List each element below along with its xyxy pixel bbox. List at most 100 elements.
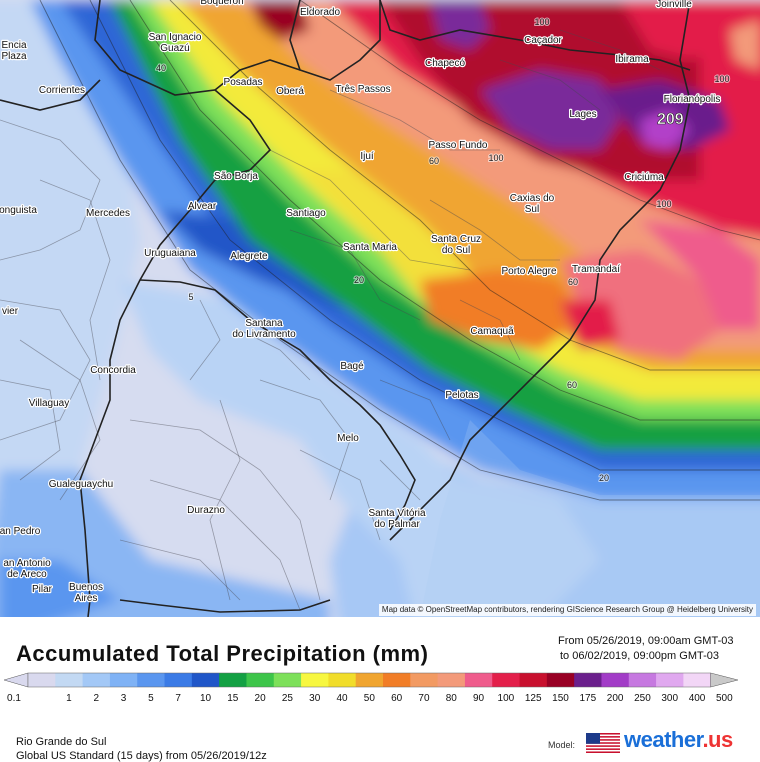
scale-swatch (519, 673, 548, 687)
scale-swatch (328, 673, 357, 687)
city-label: Pelotas (445, 390, 478, 401)
scale-swatch (437, 673, 466, 687)
precipitation-map[interactable]: 40 60 100 100 100 20 5 60 60 20 100 Boqueron Eldora… (0, 0, 760, 617)
city-label: Encia (1, 40, 26, 51)
scale-tick-label: 100 (498, 693, 515, 704)
city-label: Mercedes (86, 208, 130, 219)
date-range: From 05/26/2019, 09:00am GMT-03 to 06/02… (558, 634, 733, 664)
scale-swatch (28, 673, 56, 687)
weather-us-logo[interactable]: weather.us (624, 727, 733, 753)
scale-swatch (683, 673, 712, 687)
scale-swatch (628, 673, 657, 687)
color-scale-bar: 0.1 1 2 3 5 7 10 15 20 25 30 40 50 60 70 80 90 100 125 150 1… (3, 672, 739, 704)
city-label: Eldorado (300, 7, 340, 18)
scale-tick-label: 0.1 (7, 693, 21, 704)
scale-swatch (355, 673, 384, 687)
scale-tick-label: 175 (579, 693, 596, 704)
scale-swatch (82, 673, 111, 687)
date-from: From 05/26/2019, 09:00am GMT-03 (558, 635, 734, 647)
precipitation-shading (0, 0, 760, 617)
contour-value-label: 60 (568, 277, 578, 287)
scale-tick-label: 50 (364, 693, 376, 704)
city-label: Melo (337, 433, 359, 444)
scale-tick-label: 20 (255, 693, 267, 704)
city-label: Sul (525, 204, 539, 215)
scale-tick-label: 90 (473, 693, 485, 704)
contour-labels: 40 60 100 100 100 20 5 60 60 20 100 (155, 16, 731, 484)
model-info: Global US Standard (15 days) from 05/26/… (16, 750, 267, 762)
scale-tick-label: 40 (336, 693, 348, 704)
city-label: Santana (245, 318, 283, 329)
contour-value-label: 100 (656, 199, 671, 209)
scale-swatch (246, 673, 275, 687)
scale-swatch (574, 673, 602, 687)
date-to: to 06/02/2019, 09:00pm GMT-03 (560, 650, 719, 662)
city-label: vier (2, 306, 19, 317)
scale-tick-label: 15 (227, 693, 239, 704)
contour-value-label: 100 (714, 74, 729, 84)
city-label: Santa Maria (343, 242, 397, 253)
city-label: Alegrete (230, 251, 268, 262)
model-label: Model: (548, 740, 576, 750)
scale-tick-label: 80 (446, 693, 458, 704)
scale-swatch (164, 673, 193, 687)
map-title: Accumulated Total Precipitation (mm) (16, 641, 429, 666)
us-flag-icon (586, 733, 620, 753)
scale-swatch (55, 673, 84, 687)
city-label: Ibirama (615, 54, 649, 65)
city-label: Boqueron (200, 0, 243, 7)
scale-swatch (710, 672, 739, 688)
city-label: Santiago (286, 208, 326, 219)
scale-swatch (492, 673, 521, 687)
scale-tick-label: 60 (391, 693, 403, 704)
scale-swatch (546, 673, 575, 687)
logo-text: weather (624, 727, 703, 752)
scale-tick-label: 5 (148, 693, 154, 704)
city-label: Joinville (656, 0, 692, 10)
map-attribution: Map data © OpenStreetMap contributors, r… (378, 604, 756, 616)
contour-value-label: 60 (567, 380, 577, 390)
city-label: do Palmar (374, 519, 420, 530)
scale-outline (27, 672, 711, 688)
region-name: Rio Grande do Sul (16, 736, 107, 748)
city-label: Gualeguaychu (49, 479, 114, 490)
scale-tick-label: 250 (634, 693, 651, 704)
city-label: San Ignacio (149, 32, 202, 43)
city-label: Villaguay (29, 398, 69, 409)
city-label: Florianópolis (664, 94, 721, 105)
city-label: Posadas (224, 77, 263, 88)
city-label: Plaza (1, 51, 26, 62)
city-labels: Boqueron Eldorado Joinville San IgnacioGuaz… (0, 0, 722, 605)
scale-tick-label: 1 (66, 693, 72, 704)
contour-value-label: 100 (488, 153, 503, 163)
city-label: Guazú (160, 43, 189, 54)
city-label: Ijuí (360, 151, 374, 162)
contour-value-label: 60 (429, 156, 439, 166)
city-label: Buenos (69, 582, 103, 593)
precipitation-map-canvas: 40 60 100 100 100 20 5 60 60 20 100 Boqueron Eldora… (0, 0, 760, 617)
scale-tick-label: 300 (661, 693, 678, 704)
city-label: Passo Fundo (429, 140, 488, 151)
city-label: São Borja (214, 171, 258, 182)
scale-swatch (273, 673, 302, 687)
legend-footer: Accumulated Total Precipitation (mm) Fro… (0, 617, 760, 762)
scale-tick-label: 10 (200, 693, 212, 704)
scale-swatch (464, 673, 493, 687)
city-label: Porto Alegre (501, 266, 556, 277)
city-label: Concordia (90, 365, 136, 376)
scale-swatch (191, 673, 220, 687)
city-label: Uruguaiana (144, 248, 196, 259)
city-label: Tramandaí (572, 264, 620, 275)
contour-value-label: 20 (599, 473, 609, 483)
city-label: Caçador (524, 35, 562, 46)
scale-swatch (656, 673, 684, 687)
city-label: do Livramento (232, 329, 296, 340)
city-label: Chapecó (425, 58, 465, 69)
scale-tick-label: 30 (309, 693, 321, 704)
scale-swatch (383, 673, 411, 687)
scale-tick-label: 200 (607, 693, 624, 704)
scale-tick-label: 2 (93, 693, 99, 704)
contour-value-label: 100 (534, 17, 549, 27)
contour-lines (39, 0, 760, 501)
city-label: do Sul (442, 245, 470, 256)
